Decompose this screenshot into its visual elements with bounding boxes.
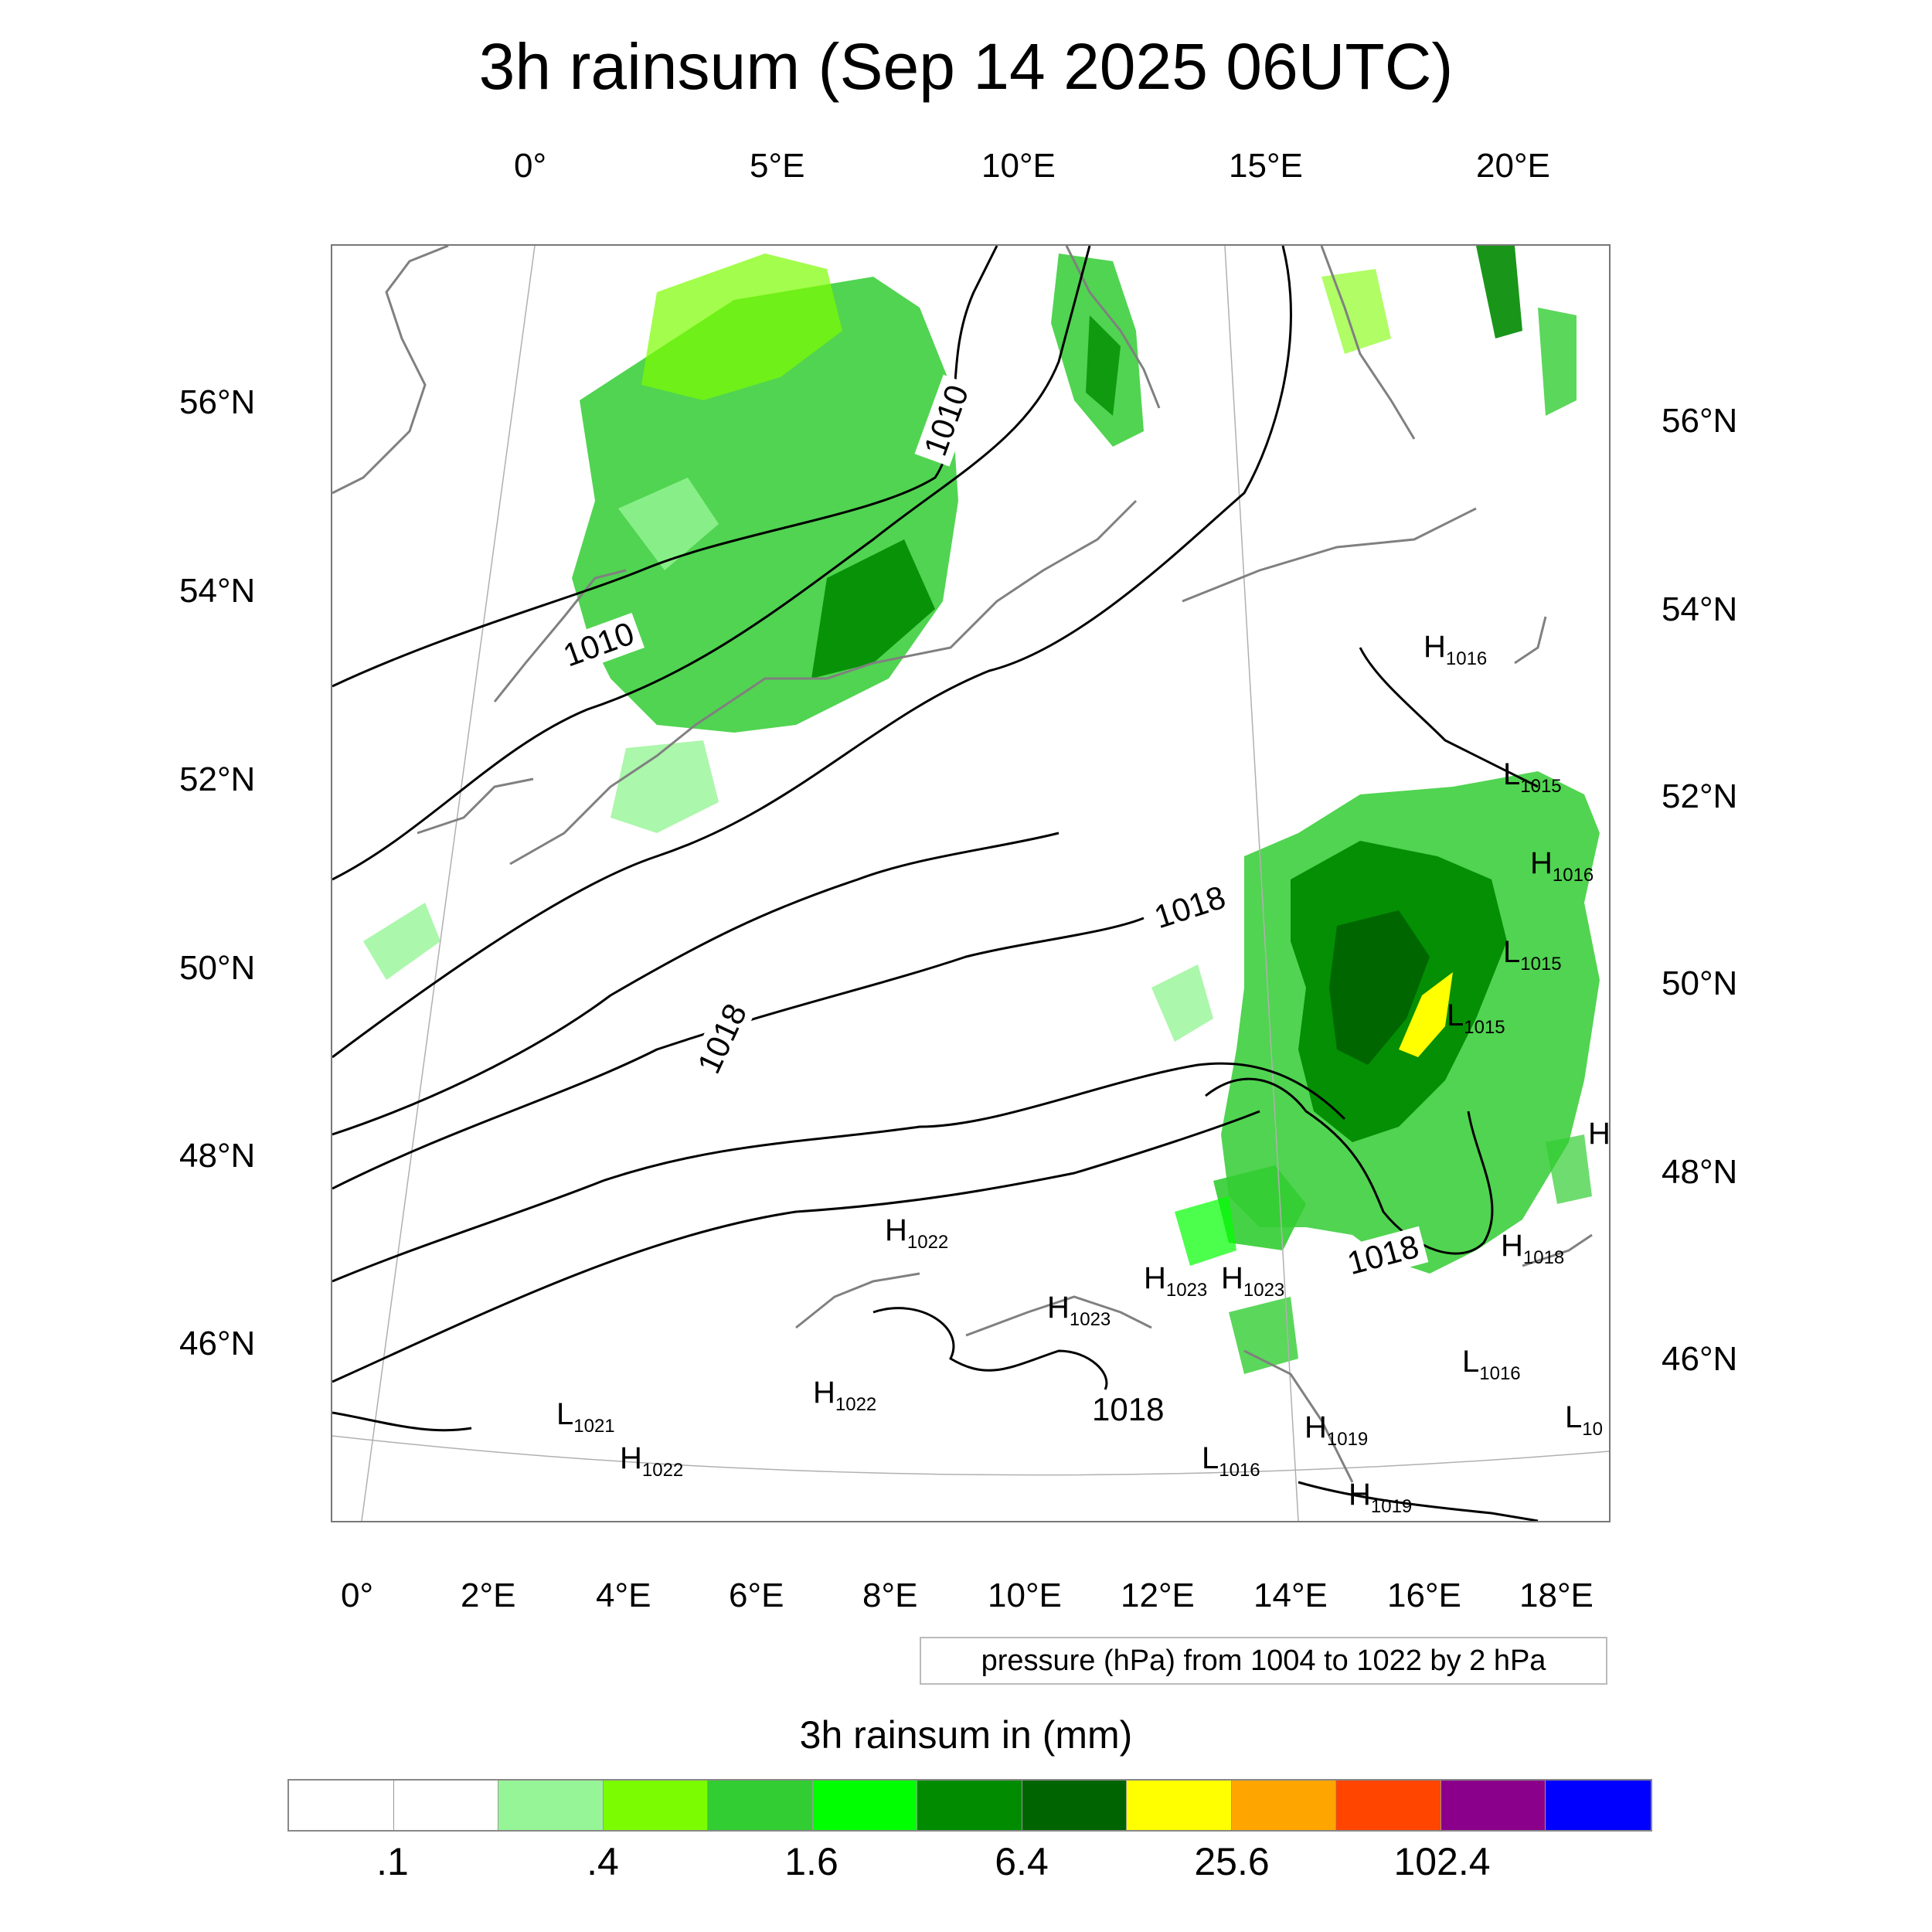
map-area — [331, 244, 1611, 1522]
precip-field-central-europe — [1151, 771, 1600, 1374]
pressure-center: H1022 — [885, 1213, 949, 1253]
colorbar-label: 25.6 — [1194, 1840, 1270, 1883]
pressure-center: H — [1588, 1117, 1611, 1151]
top-lon-label: 5°E — [750, 147, 805, 185]
left-lat-label: 50°N — [179, 949, 256, 987]
graticule — [332, 246, 1609, 1521]
pressure-center: L1016 — [1202, 1441, 1260, 1481]
pressure-center: H1016 — [1530, 846, 1594, 886]
colorbar-cell — [393, 1781, 498, 1830]
pressure-center: L1016 — [1462, 1345, 1521, 1384]
bottom-lon-label: 0° — [341, 1577, 374, 1614]
colorbar-cell — [812, 1781, 917, 1830]
pressure-center: H1019 — [1304, 1410, 1369, 1450]
pressure-center: H1022 — [620, 1441, 684, 1481]
colorbar-label: .4 — [587, 1840, 619, 1883]
pressure-center: L1015 — [1503, 935, 1562, 975]
colorbar-label: .1 — [376, 1840, 409, 1883]
map-canvas — [332, 246, 1609, 1521]
pressure-center: H1018 — [1501, 1229, 1565, 1268]
colorbar-cell — [289, 1781, 394, 1830]
colorbar-cell — [1336, 1781, 1441, 1830]
bottom-lon-label: 6°E — [729, 1577, 784, 1614]
pressure-center: H1016 — [1423, 630, 1488, 669]
left-lat-label: 52°N — [179, 760, 256, 798]
pressure-center: L1015 — [1503, 757, 1562, 797]
colorbar-cell — [1231, 1781, 1336, 1830]
pressure-note: pressure (hPa) from 1004 to 1022 by 2 hP… — [920, 1637, 1607, 1685]
colorbar-label: 6.4 — [995, 1840, 1049, 1883]
colorbar-cell — [1022, 1781, 1127, 1830]
pressure-center: H1023 — [1221, 1261, 1285, 1301]
colorbar-label: 102.4 — [1393, 1840, 1491, 1883]
precip-field-north-sea — [363, 253, 958, 980]
left-lat-label: 46°N — [179, 1325, 256, 1362]
top-lon-label: 20°E — [1476, 147, 1550, 185]
bottom-lon-label: 12°E — [1121, 1577, 1195, 1614]
right-lat-label: 50°N — [1662, 964, 1738, 1002]
colorbar-cell — [1127, 1781, 1232, 1830]
left-lat-label: 56°N — [179, 383, 256, 421]
bottom-lon-label: 2°E — [461, 1577, 516, 1614]
colorbar — [287, 1779, 1652, 1832]
bottom-lon-label: 4°E — [596, 1577, 651, 1614]
pressure-center: L10 — [1565, 1400, 1603, 1440]
colorbar-cell — [603, 1781, 708, 1830]
contour-label: 1018 — [1086, 1391, 1171, 1428]
top-lon-label: 10°E — [981, 147, 1056, 185]
bottom-lon-label: 18°E — [1519, 1577, 1594, 1614]
isobars — [332, 246, 1539, 1521]
right-lat-label: 46°N — [1662, 1340, 1738, 1378]
pressure-center: L1021 — [556, 1397, 615, 1437]
colorbar-title: 3h rainsum in (mm) — [799, 1713, 1133, 1757]
top-lon-label: 0° — [514, 147, 547, 185]
bottom-lon-label: 8°E — [862, 1577, 918, 1614]
pressure-center: H1023 — [1144, 1261, 1208, 1301]
right-lat-label: 52°N — [1662, 777, 1738, 815]
colorbar-cell — [1546, 1781, 1651, 1830]
top-lon-label: 15°E — [1229, 147, 1303, 185]
right-lat-label: 54°N — [1662, 590, 1738, 628]
bottom-lon-label: 10°E — [988, 1577, 1062, 1614]
pressure-center: L1015 — [1447, 998, 1505, 1038]
pressure-center: H1023 — [1047, 1291, 1111, 1330]
map-title: 3h rainsum (Sep 14 2025 06UTC) — [478, 30, 1454, 103]
colorbar-cell — [917, 1781, 1022, 1830]
pressure-center: H1019 — [1349, 1478, 1413, 1517]
right-lat-label: 48°N — [1662, 1153, 1738, 1191]
left-lat-label: 54°N — [179, 572, 256, 610]
colorbar-cell — [1440, 1781, 1546, 1830]
bottom-lon-label: 14°E — [1253, 1577, 1328, 1614]
colorbar-label: 1.6 — [784, 1840, 838, 1883]
colorbar-cell — [708, 1781, 813, 1830]
right-lat-label: 56°N — [1662, 402, 1738, 440]
colorbar-cell — [498, 1781, 604, 1830]
bottom-lon-label: 16°E — [1387, 1577, 1461, 1614]
pressure-center: H1022 — [813, 1376, 877, 1415]
left-lat-label: 48°N — [179, 1137, 256, 1175]
